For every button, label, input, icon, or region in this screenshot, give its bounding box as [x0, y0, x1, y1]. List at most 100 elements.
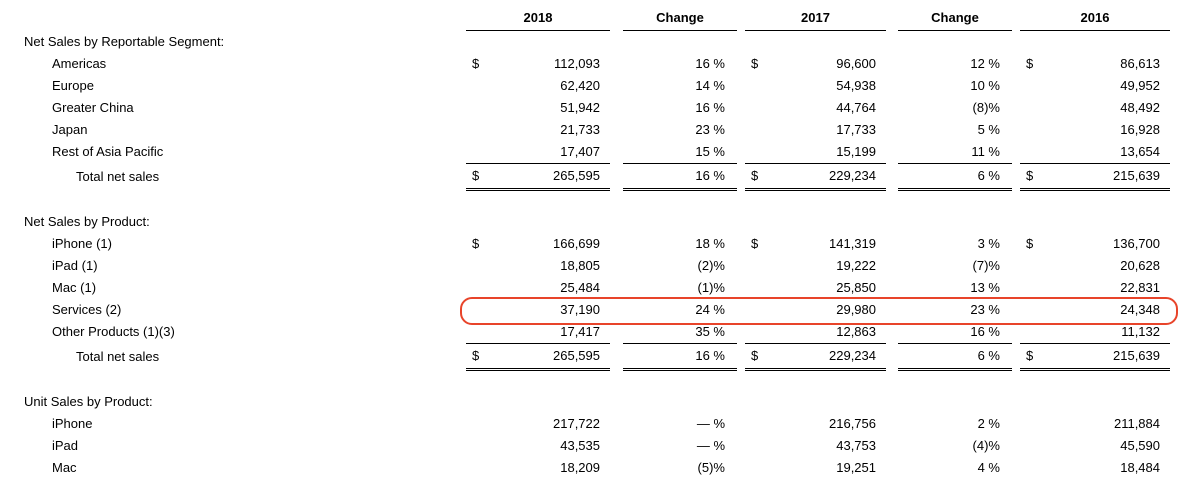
row-total-net-sales-segments: Total net sales $265,595 16 % $229,234 6…: [0, 163, 1170, 191]
change-2017: 10 %: [970, 78, 1000, 93]
row-label: Americas: [52, 56, 107, 71]
value-2016: 13,654: [1120, 144, 1160, 159]
section-title-unit-sales-by-product: Unit Sales by Product:: [0, 391, 1170, 413]
dollar-sign: $: [472, 56, 480, 71]
value-2016: 49,952: [1120, 78, 1160, 93]
row-label: Total net sales: [76, 168, 160, 184]
change-2017: 2 %: [977, 416, 1000, 431]
value-2017: 44,764: [836, 100, 876, 115]
section-title-net-sales-by-segment: Net Sales by Reportable Segment:: [0, 31, 1170, 54]
change-2018: 14 %: [695, 78, 725, 93]
change-2018: (1)%: [697, 280, 725, 295]
value-2016: 11,132: [1121, 324, 1160, 339]
row-label: Japan: [52, 122, 88, 137]
change-2017: 6 %: [898, 163, 1012, 191]
change-2017: (7)%: [972, 258, 1000, 273]
dollar-sign: $: [472, 236, 480, 251]
change-2017: 23 %: [970, 302, 1000, 317]
value-2017: 216,756: [829, 416, 876, 431]
value-2016: 136,700: [1113, 236, 1160, 251]
dollar-sign: $: [751, 348, 759, 363]
dollar-sign: $: [1026, 168, 1034, 183]
row-label: iPhone: [52, 416, 93, 431]
value-2016: 211,884: [1113, 416, 1160, 431]
change-2018: 16 %: [695, 56, 725, 71]
row-greater-china: Greater China 51,942 16 % 44,764 (8)% 48…: [0, 97, 1170, 119]
value-2016: 215,639: [1113, 168, 1160, 183]
row-mac-unit-sales: Mac 18,209 (5)% 19,251 4 % 18,484: [0, 457, 1170, 479]
section-title: Unit Sales by Product:: [24, 394, 153, 409]
row-label: Mac (1): [52, 280, 97, 295]
value-2016: 86,613: [1120, 56, 1160, 71]
row-ipad-unit-sales: iPad 43,535 — % 43,753 (4)% 45,590: [0, 435, 1170, 457]
header-row: 2018 Change 2017 Change 2016: [0, 6, 1170, 31]
row-mac-net-sales: Mac (1) 25,484 (1)% 25,850 13 % 22,831: [0, 277, 1170, 299]
row-rest-of-asia-pacific: Rest of Asia Pacific 17,407 15 % 15,199 …: [0, 141, 1170, 164]
value-2018: 51,942: [560, 100, 600, 115]
value-2017: 17,733: [836, 122, 876, 137]
change-2018: — %: [696, 416, 725, 431]
value-2017: 29,980: [836, 302, 876, 317]
value-2016: 18,484: [1120, 460, 1160, 475]
row-label: Services (2): [52, 302, 122, 317]
column-header-change-2018-2017: Change: [623, 6, 737, 31]
value-2017: 15,199: [836, 144, 876, 159]
row-label: Mac: [52, 460, 77, 475]
value-2017: 229,234: [829, 348, 876, 363]
value-2017: 25,850: [836, 280, 876, 295]
row-label: iPad (1): [52, 258, 98, 273]
change-2017: 16 %: [898, 321, 1012, 344]
value-2018: 37,190: [560, 302, 600, 317]
row-label: Europe: [52, 78, 94, 93]
row-ipad-net-sales: iPad (1) 18,805 (2)% 19,222 (7)% 20,628: [0, 255, 1170, 277]
dollar-sign: $: [1026, 236, 1034, 251]
value-2017: 43,753: [836, 438, 876, 453]
row-americas: Americas $112,093 16 % $96,600 12 % $86,…: [0, 53, 1170, 75]
column-header-2018: 2018: [466, 6, 610, 31]
value-2017: 54,938: [836, 78, 876, 93]
value-2017: 96,600: [836, 56, 876, 71]
row-label: Greater China: [52, 100, 134, 115]
column-header-2017: 2017: [745, 6, 886, 31]
row-total-net-sales-products: Total net sales $265,595 16 % $229,234 6…: [0, 343, 1170, 371]
value-2018: 62,420: [560, 78, 600, 93]
change-2017: (4)%: [972, 438, 1000, 453]
change-2018: 35 %: [623, 321, 737, 344]
value-2018: 217,722: [553, 416, 600, 431]
change-2018: (2)%: [697, 258, 725, 273]
value-2018: 265,595: [553, 348, 600, 363]
value-2018: 17,407: [560, 144, 600, 159]
table-row-services: Services (2) 37,190 24 % 29,980 23 % 24,…: [0, 299, 1170, 321]
row-label: iPad: [52, 438, 79, 453]
column-header-change-2017-2016: Change: [898, 6, 1012, 31]
section-title-net-sales-by-product: Net Sales by Product:: [0, 211, 1170, 233]
dollar-sign: $: [1026, 348, 1034, 363]
value-2018: 18,209: [560, 460, 600, 475]
change-2018: 15 %: [623, 141, 737, 164]
value-2016: 45,590: [1120, 438, 1160, 453]
change-2018: 16 %: [623, 163, 737, 191]
value-2017: 19,251: [836, 460, 876, 475]
column-header-2016: 2016: [1020, 6, 1170, 31]
row-label: Total net sales: [76, 348, 160, 364]
value-2016: 16,928: [1120, 122, 1160, 137]
dollar-sign: $: [1026, 56, 1034, 71]
row-label: Rest of Asia Pacific: [52, 144, 164, 160]
change-2017: 6 %: [898, 343, 1012, 371]
change-2017: 13 %: [970, 280, 1000, 295]
section-title: Net Sales by Reportable Segment:: [24, 34, 225, 49]
value-2016: 22,831: [1120, 280, 1160, 295]
row-label: Other Products (1)(3): [52, 324, 175, 340]
row-other-products: Other Products (1)(3) 17,417 35 % 12,863…: [0, 321, 1170, 344]
value-2018: 21,733: [560, 122, 600, 137]
row-iphone-net-sales: iPhone (1) $166,699 18 % $141,319 3 % $1…: [0, 233, 1170, 255]
section-title: Net Sales by Product:: [24, 214, 150, 229]
change-2018: (5)%: [697, 460, 725, 475]
change-2017: 12 %: [970, 56, 1000, 71]
row-europe: Europe 62,420 14 % 54,938 10 % 49,952: [0, 75, 1170, 97]
change-2018: 18 %: [695, 236, 725, 251]
change-2017: 5 %: [977, 122, 1000, 137]
change-2017: (8)%: [972, 100, 1000, 115]
change-2018: 16 %: [695, 100, 725, 115]
